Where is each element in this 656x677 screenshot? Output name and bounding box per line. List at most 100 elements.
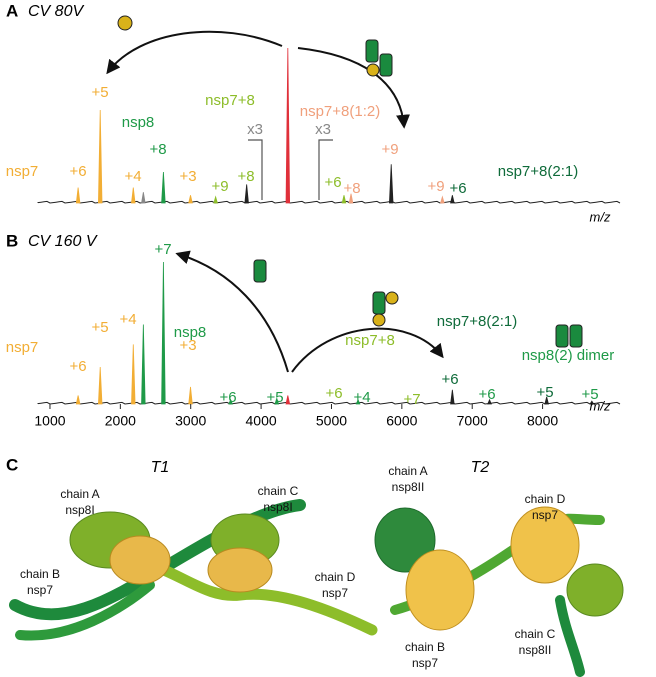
peak-annotation: +5: [266, 389, 283, 406]
x-tick-label: 4000: [246, 413, 277, 429]
baseline: [37, 200, 621, 204]
panel-subtitle: CV 80V: [28, 3, 84, 20]
peak-annotation: nsp8: [122, 114, 155, 131]
peak-annotation: +8: [343, 180, 360, 197]
peak-annotation: +9: [211, 178, 228, 195]
peak-annotation: +4: [119, 311, 136, 328]
peak: [450, 389, 455, 405]
arrows: [106, 30, 444, 373]
peak: [274, 396, 280, 405]
structure-title: T2: [471, 459, 490, 476]
chain-name: chain D: [315, 570, 356, 584]
peak-annotation: +7: [154, 241, 171, 258]
x-tick-label: 1000: [34, 413, 65, 429]
panel-label: A: [6, 1, 18, 20]
peak-annotation: +6: [69, 163, 86, 180]
x-axis-label: m/z: [590, 398, 611, 413]
peak: [285, 395, 291, 405]
chain-name: chain B: [405, 640, 445, 654]
peak: [244, 184, 249, 204]
structure-title: T1: [151, 459, 170, 476]
peak-annotation: +7: [403, 391, 420, 408]
chain-name: chain C: [515, 627, 556, 641]
chain-label: nsp7: [532, 508, 558, 522]
x-tick-label: 5000: [316, 413, 347, 429]
peak: [188, 195, 193, 204]
peak: [188, 386, 193, 405]
peak-annotation: +8: [237, 168, 254, 185]
x-tick-label: 7000: [457, 413, 488, 429]
peak: [228, 398, 234, 405]
peak: [348, 193, 354, 204]
protein-structures: [9, 499, 624, 677]
x-tick-label: 2000: [105, 413, 136, 429]
peak-annotation: nsp7: [6, 163, 39, 180]
x-tick-label: 3000: [175, 413, 206, 429]
chain-label: nsp8I: [263, 500, 292, 514]
peak: [131, 187, 136, 204]
peak-annotation: +6: [219, 389, 236, 406]
chain-name: chain D: [525, 492, 566, 506]
chain-name: chain B: [20, 567, 60, 581]
icons: [117, 15, 583, 348]
peak-annotation: +3: [179, 337, 196, 354]
peak: [97, 367, 103, 405]
peak-annotation: nsp7+8: [205, 92, 255, 109]
chain-label: nsp7: [322, 586, 348, 600]
peak: [341, 195, 347, 204]
peak: [285, 47, 291, 204]
chain-label: nsp7: [27, 583, 53, 597]
chain-label: nsp8II: [519, 643, 552, 657]
peak-annotation: +6: [478, 386, 495, 403]
chain-name: chain C: [258, 484, 299, 498]
peak-annotation: +6: [324, 174, 341, 191]
peak-annotation: +4: [124, 168, 141, 185]
peak-annotation: nsp7: [6, 339, 39, 356]
peak-annotation: nsp7+8(2:1): [437, 313, 517, 330]
peak-annotation: nsp8: [174, 324, 207, 341]
peak: [141, 324, 146, 405]
peak-annotation: +9: [427, 178, 444, 195]
peak-annotation: +6: [325, 385, 342, 402]
peak-annotation: +5: [91, 319, 108, 336]
chain-label: nsp7: [412, 656, 438, 670]
peak: [388, 164, 394, 204]
chain-name: chain A: [60, 487, 99, 501]
peak: [589, 400, 595, 405]
x-tick-label: 8000: [527, 413, 558, 429]
x-tick-label: 6000: [386, 413, 417, 429]
peak: [450, 195, 455, 204]
peak-annotation: x3: [247, 121, 263, 138]
chain-label: nsp8II: [392, 480, 425, 494]
peak: [131, 344, 136, 405]
peak-annotation: +5: [91, 84, 108, 101]
peak: [440, 195, 445, 204]
peak: [213, 195, 218, 204]
peak-annotation: +6: [449, 180, 466, 197]
x-axis-label: m/z: [590, 209, 611, 224]
peak-annotation: +3: [179, 168, 196, 185]
peak-annotation: nsp7+8: [345, 332, 395, 349]
peak: [355, 398, 361, 405]
peak-annotation: nsp8(2) dimer: [522, 347, 615, 364]
peak: [75, 187, 81, 204]
peak: [544, 396, 549, 405]
panel-subtitle: CV 160 V: [28, 233, 98, 250]
panel-label: C: [6, 455, 18, 474]
peak-annotation: nsp7+8(2:1): [498, 163, 578, 180]
panel-label: B: [6, 231, 18, 250]
peak: [161, 171, 166, 204]
peak: [98, 109, 103, 204]
peak-annotation: +5: [581, 386, 598, 403]
peak-annotation: +4: [353, 389, 370, 406]
chain-label: nsp8I: [65, 503, 94, 517]
peak: [75, 395, 81, 405]
peak-annotation: +6: [441, 371, 458, 388]
peak-annotation: +6: [69, 358, 86, 375]
peak-annotation: nsp7+8(1:2): [300, 103, 380, 120]
peak-annotation: +5: [536, 384, 553, 401]
peak: [487, 398, 492, 405]
peak-annotation: +9: [381, 141, 398, 158]
chain-name: chain A: [388, 464, 427, 478]
baseline: [37, 401, 621, 405]
